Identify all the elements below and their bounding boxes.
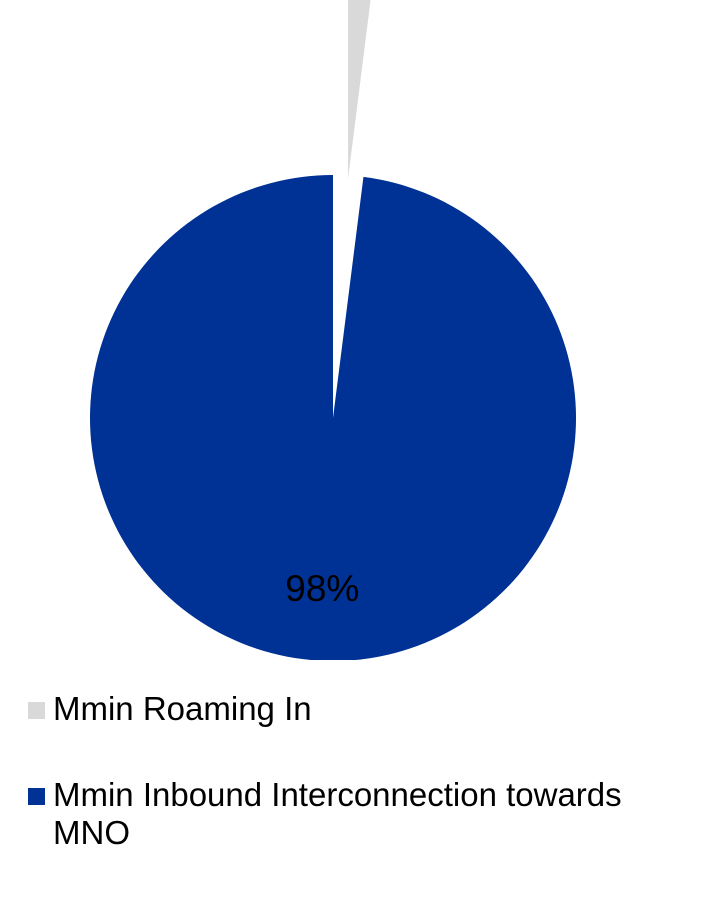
legend-swatch-inbound-interconnection	[28, 788, 45, 805]
legend-item-inbound-interconnection: Mmin Inbound Interconnection towards MNO	[28, 776, 688, 852]
legend-item-roaming-in: Mmin Roaming In	[28, 690, 688, 728]
legend-label-inbound-interconnection: Mmin Inbound Interconnection towards MNO	[53, 776, 688, 852]
legend-label-roaming-in: Mmin Roaming In	[53, 690, 312, 728]
pie-chart: 2%98%	[0, 0, 701, 660]
legend: Mmin Roaming In Mmin Inbound Interconnec…	[28, 690, 688, 900]
data-label-1: 98%	[285, 568, 359, 609]
pie-slice-0	[348, 0, 378, 178]
legend-swatch-roaming-in	[28, 702, 45, 719]
